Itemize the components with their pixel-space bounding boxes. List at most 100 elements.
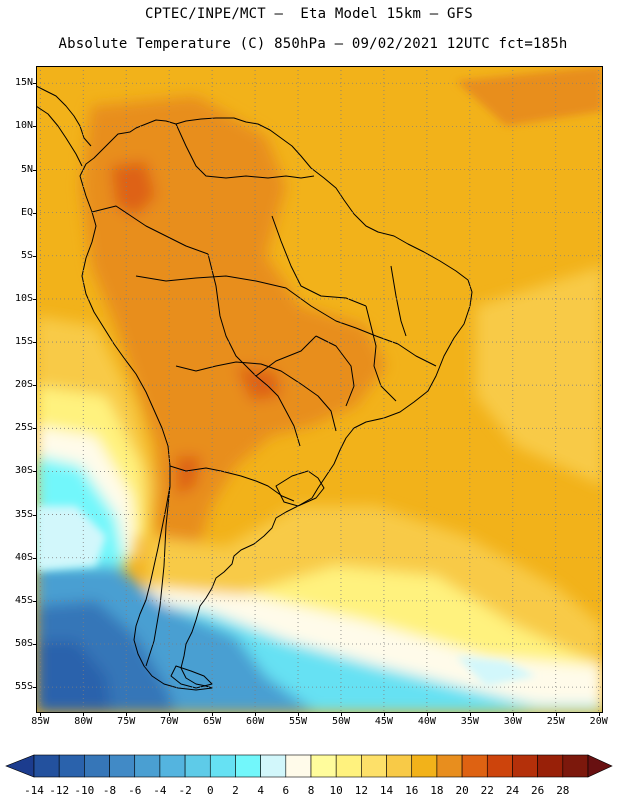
latitude-tick-label: 55S xyxy=(14,681,33,693)
latitude-tick-label: 35S xyxy=(14,508,33,520)
field-detail-cold xyxy=(36,506,106,571)
latitude-tick-label: 25S xyxy=(14,422,33,434)
longitude-tick xyxy=(255,713,257,716)
field-warm-core xyxy=(236,366,281,401)
field-detail-cold xyxy=(456,656,536,686)
longitude-tick xyxy=(40,713,42,716)
longitude-tick xyxy=(598,713,600,716)
longitude-tick-label: 40W xyxy=(417,716,436,727)
field-detail-warm xyxy=(456,66,603,126)
colorbar-box xyxy=(512,754,538,778)
colorbar-box xyxy=(285,754,312,778)
colorbar-box xyxy=(537,754,564,778)
colorbar-tick-label: 8 xyxy=(307,784,315,797)
colorbar-box xyxy=(386,754,413,778)
longitude-tick xyxy=(83,713,85,716)
latitude-tick-label: 5N xyxy=(20,163,33,175)
latitude-tick xyxy=(33,83,36,85)
colorbar-tick-label: 6 xyxy=(282,784,290,797)
colorbar-tick-label: 28 xyxy=(556,784,570,797)
latitude-tick xyxy=(33,298,36,300)
latitude-tick xyxy=(33,514,36,516)
country-border xyxy=(169,465,295,502)
colorbar-tick-label: -8 xyxy=(102,784,117,797)
longitude-tick xyxy=(126,713,128,716)
colorbar-box xyxy=(436,754,463,778)
state-border xyxy=(255,335,317,377)
longitude-tick-label: 75W xyxy=(117,716,136,727)
latitude-tick xyxy=(33,600,36,602)
colorbar-tick-label: 18 xyxy=(430,784,444,797)
latitude-tick xyxy=(33,428,36,430)
colorbar-box xyxy=(461,754,488,778)
longitude-tick xyxy=(340,713,342,716)
latitude-tick-label: 50S xyxy=(14,637,33,649)
longitude-tick-label: 20W xyxy=(589,716,608,727)
latitude-tick-label: 10N xyxy=(14,120,33,132)
model-title: CPTEC/INPE/MCT – Eta Model 15km – GFS xyxy=(145,6,473,22)
latitude-tick-label: 45S xyxy=(14,594,33,606)
colorbar-tick-label: -6 xyxy=(128,784,142,797)
state-border xyxy=(315,335,355,407)
colorbar-box xyxy=(235,754,261,778)
field-mid-east xyxy=(476,266,603,486)
latitude-tick-label: 15S xyxy=(14,336,33,348)
country-border xyxy=(135,275,437,367)
latitude-tick-label: EQ xyxy=(20,206,33,218)
state-border xyxy=(365,305,397,402)
central-america-coast xyxy=(36,85,92,147)
temperature-map xyxy=(36,66,603,713)
longitude-tick-label: 80W xyxy=(74,716,93,727)
longitude-tick xyxy=(169,713,171,716)
colorbar-box xyxy=(109,754,136,778)
state-border xyxy=(271,215,367,307)
longitude-tick-label: 30W xyxy=(503,716,522,727)
coastlines xyxy=(36,85,473,691)
longitude-tick-label: 55W xyxy=(288,716,308,727)
country-border xyxy=(175,361,337,432)
colorbar-tick-label: 16 xyxy=(405,784,419,797)
longitude-tick-label: 85W xyxy=(31,716,50,727)
colorbar-tick-label: -12 xyxy=(49,784,70,797)
colorbar-tick-label: 20 xyxy=(455,784,469,797)
colorbar-box xyxy=(562,754,589,778)
longitude-tick-label: 65W xyxy=(203,716,222,727)
longitude-tick xyxy=(298,713,300,716)
country-border xyxy=(91,205,209,255)
longitude-tick xyxy=(512,713,514,716)
longitude-tick xyxy=(426,713,428,716)
longitude-tick-label: 25W xyxy=(546,716,565,727)
colorbar-box xyxy=(486,754,513,778)
longitude-tick-label: 50W xyxy=(331,716,350,727)
map-frame xyxy=(36,66,603,713)
latitude-tick xyxy=(33,687,36,689)
tierra-del-fuego xyxy=(170,665,213,689)
colorbar-box xyxy=(84,754,110,778)
field-detail xyxy=(36,66,603,686)
colorbar-tick-label: 0 xyxy=(206,784,214,797)
longitude-tick-label: 35W xyxy=(460,716,479,727)
colorbar-box xyxy=(58,754,85,778)
latitude-tick-label: 20S xyxy=(14,379,33,391)
latitude-tick xyxy=(33,342,36,344)
longitude-tick-label: 70W xyxy=(160,716,179,727)
colorbar-box xyxy=(159,754,186,778)
colorbar-tick-label: 22 xyxy=(480,784,494,797)
longitude-tick xyxy=(469,713,471,716)
latitude-tick xyxy=(33,385,36,387)
colorbar-box xyxy=(184,754,211,778)
country-border xyxy=(207,253,301,447)
colorbar-box xyxy=(411,754,438,778)
colorbar-tick-label: 14 xyxy=(379,784,394,797)
longitude-tick-label: 60W xyxy=(246,716,265,727)
central-america-coast xyxy=(36,105,83,167)
colorbar-box xyxy=(361,754,387,778)
colorbar-tick-label: 26 xyxy=(531,784,545,797)
state-border xyxy=(390,265,407,337)
colorbar-tick-label: 10 xyxy=(329,784,343,797)
colorbar-tick-label: 2 xyxy=(232,784,239,797)
latitude-tick xyxy=(33,212,36,214)
field-warm-core xyxy=(176,456,201,496)
colorbar-tick-label: -14 xyxy=(24,784,44,797)
longitude-tick xyxy=(555,713,557,716)
